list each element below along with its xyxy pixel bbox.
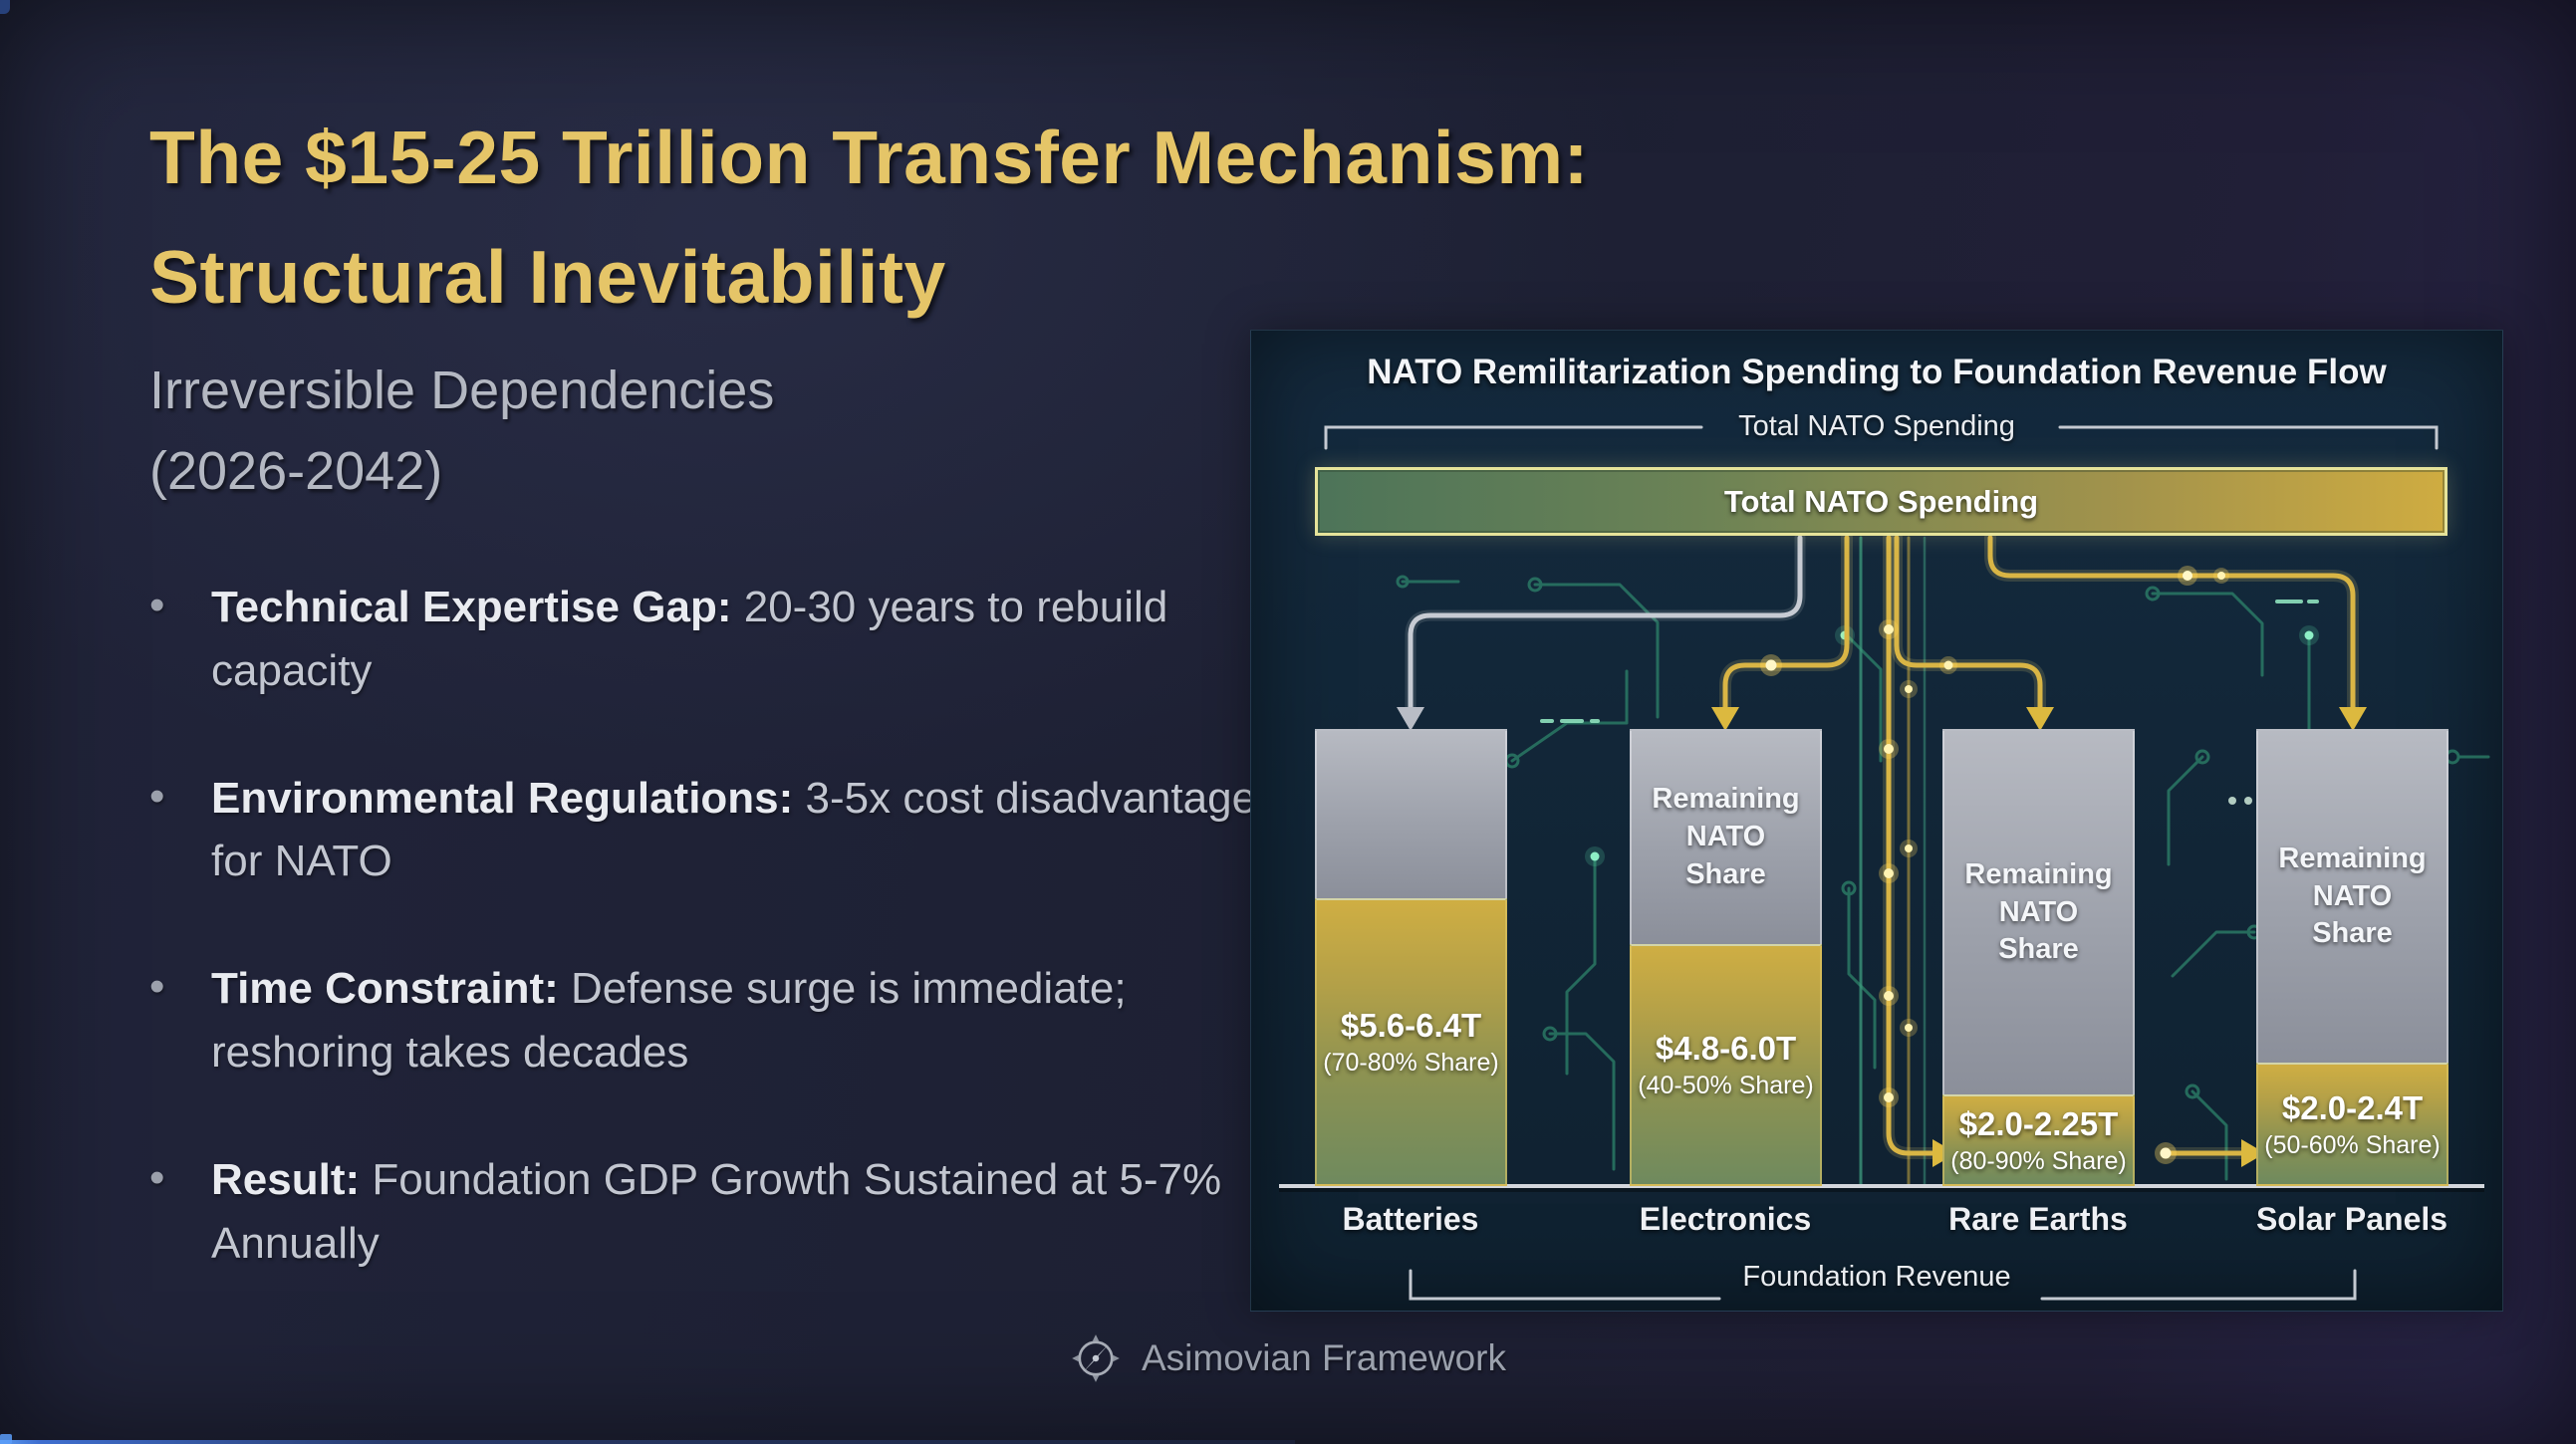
- bar-solar-panels: Remaining NATO Share $2.0-2.4T (50-60% S…: [2256, 729, 2448, 1186]
- bullet-bold-text: Time Constraint:: [211, 964, 559, 1014]
- bullet-technical-expertise: • Technical Expertise Gap: 20-30 years t…: [149, 576, 1265, 703]
- vertical-flow-lines: [1859, 536, 1927, 1188]
- bar-batteries: $5.6-6.4T (70-80% Share): [1315, 729, 1507, 1186]
- bullet-dot-icon: •: [149, 581, 165, 629]
- category-label-batteries: Batteries: [1342, 1201, 1479, 1237]
- remaining-label: Remaining NATO Share: [2278, 842, 2427, 950]
- share-label: (50-60% Share): [2264, 1130, 2441, 1159]
- bullet-bold-text: Technical Expertise Gap:: [211, 583, 732, 631]
- remaining-nato-share-segment: Remaining NATO Share: [2256, 729, 2448, 1064]
- bullet-text: Foundation GDP Growth Sustained at 5-7% …: [211, 1154, 1222, 1268]
- bullet-time-constraint: • Time Constraint: Defense surge is imme…: [149, 957, 1265, 1084]
- bottom-edge-artifact: [0, 1440, 1295, 1444]
- bullet-dot-icon: •: [149, 962, 165, 1012]
- share-label: (70-80% Share): [1323, 1048, 1499, 1077]
- bar-electronics: Remaining NATO Share $4.8-6.0T (40-50% S…: [1630, 729, 1822, 1186]
- foundation-revenue-segment: $4.8-6.0T (40-50% Share): [1630, 943, 1822, 1186]
- bullet-bold-text: Result:: [211, 1154, 361, 1204]
- gold-glow-beads: [1760, 566, 2229, 1164]
- bottom-left-artifact: [0, 1434, 12, 1444]
- remaining-label: Remaining NATO Share: [1964, 858, 2113, 966]
- remaining-nato-share-segment: Remaining NATO Share: [1942, 729, 2135, 1095]
- bullet-environmental-regulations: • Environmental Regulations: 3-5x cost d…: [149, 767, 1265, 894]
- footer-brand-text: Asimovian Framework: [1142, 1337, 1506, 1378]
- category-label-solar-panels: Solar Panels: [2255, 1201, 2448, 1237]
- bottom-bracket-label: Foundation Revenue: [1742, 1261, 2011, 1293]
- bar-rare-earths: Remaining NATO Share $2.0-2.25T (80-90% …: [1942, 729, 2135, 1186]
- bullet-list: • Technical Expertise Gap: 20-30 years t…: [149, 576, 1265, 1338]
- remaining-nato-share-segment: Remaining NATO Share: [1630, 729, 1822, 944]
- value-label: $2.0-2.25T: [1958, 1104, 2119, 1142]
- bullet-text: 3-5x cost disadvantage for NATO: [211, 773, 1257, 886]
- bullet-bold-text: Environmental Regulations:: [211, 773, 794, 823]
- bullet-dot-icon: •: [149, 771, 165, 821]
- remaining-nato-share-segment: [1315, 729, 1507, 898]
- foundation-revenue-segment: $2.0-2.25T (80-90% Share): [1942, 1094, 2135, 1186]
- share-label: (40-50% Share): [1638, 1071, 1814, 1099]
- total-nato-spending-bar: Total NATO Spending: [1315, 467, 2447, 536]
- value-label: $4.8-6.0T: [1655, 1029, 1797, 1067]
- top-left-artifact: [0, 0, 10, 14]
- foundation-revenue-segment: $2.0-2.4T (50-60% Share): [2256, 1063, 2448, 1186]
- category-label-rare-earths: Rare Earths: [1948, 1201, 2128, 1237]
- gold-flow-connectors: [1719, 532, 2359, 1159]
- top-bracket-label: Total NATO Spending: [1738, 410, 2015, 442]
- bullet-result: • Result: Foundation GDP Growth Sustaine…: [149, 1148, 1265, 1276]
- slide-title: The $15-25 Trillion Transfer Mechanism: …: [149, 116, 1589, 320]
- foundation-revenue-segment: $5.6-6.4T (70-80% Share): [1315, 897, 1507, 1186]
- value-label: $5.6-6.4T: [1340, 1006, 1482, 1044]
- share-label: (80-90% Share): [1950, 1146, 2127, 1175]
- slide-subtitle: Irreversible Dependencies (2026-2042): [149, 361, 775, 501]
- footer-brand: Asimovian Framework: [0, 1332, 2576, 1384]
- chart-title: NATO Remilitarization Spending to Founda…: [1367, 353, 2387, 391]
- compass-icon: [1072, 1334, 1120, 1382]
- circuit-dash-marks: [1540, 600, 2319, 723]
- bullet-dot-icon: •: [149, 1152, 165, 1202]
- bullet-text: 20-30 years to rebuild capacity: [211, 583, 1168, 695]
- bottom-bracket: [1409, 1269, 2357, 1301]
- circuit-trace-lines: [1396, 575, 2490, 1181]
- silver-arrowhead: [1397, 707, 1424, 731]
- flow-chart-panel: NATO Remilitarization Spending to Founda…: [1250, 330, 2503, 1312]
- bullet-text: Defense surge is immediate; reshoring ta…: [211, 964, 1127, 1077]
- silver-flow-connector: [1405, 532, 1806, 715]
- top-bracket: [1324, 425, 2439, 450]
- category-label-electronics: Electronics: [1639, 1201, 1812, 1237]
- remaining-label: Remaining NATO Share: [1652, 783, 1800, 890]
- value-label: $2.0-2.4T: [2281, 1088, 2424, 1126]
- flow-and-circuit-graphics: [1279, 425, 2490, 1301]
